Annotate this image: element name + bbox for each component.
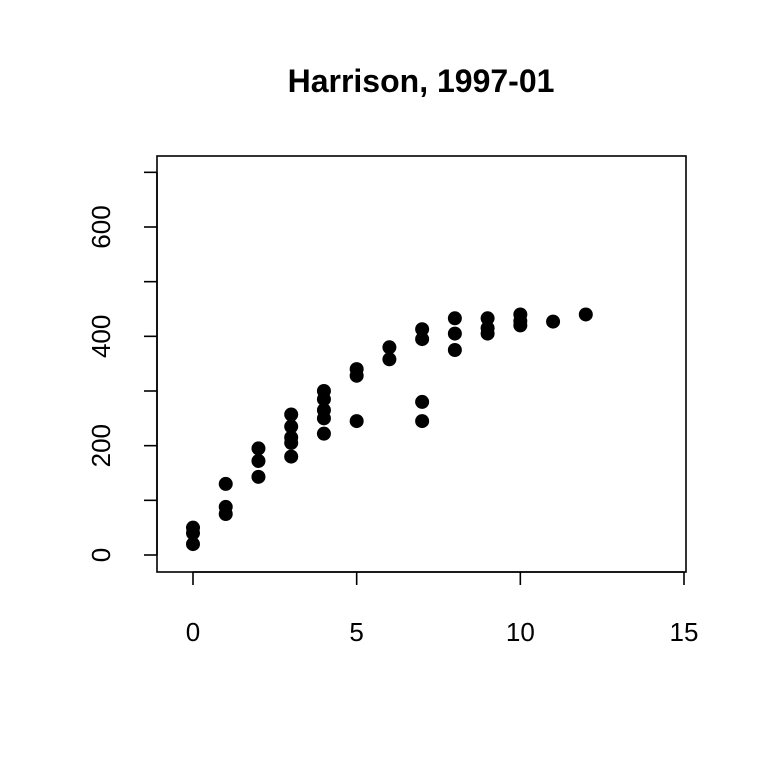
data-point	[415, 414, 430, 429]
data-points	[186, 307, 593, 552]
x-tick-label: 10	[506, 617, 535, 647]
x-axis: 0 5 10 15	[186, 571, 699, 647]
data-point	[480, 311, 495, 326]
data-point	[284, 407, 299, 422]
data-point	[349, 362, 364, 377]
data-point	[382, 340, 397, 355]
data-point	[218, 476, 233, 491]
data-point	[316, 384, 331, 398]
y-axis: 0 200 400 600	[86, 171, 158, 562]
y-tick-label: 0	[86, 548, 116, 562]
data-point	[447, 343, 462, 357]
data-point	[186, 537, 200, 552]
x-tick-label: 0	[186, 617, 200, 647]
data-point	[218, 499, 233, 514]
chart-title: Harrison, 1997-01	[288, 63, 555, 99]
data-point	[284, 419, 299, 434]
data-point	[578, 307, 593, 322]
data-point	[546, 314, 561, 329]
data-point	[251, 441, 266, 456]
y-tick-label: 600	[86, 205, 116, 248]
data-point	[284, 449, 299, 464]
data-point	[251, 469, 266, 484]
data-point	[415, 394, 430, 409]
data-point	[447, 326, 462, 341]
y-tick-label: 200	[86, 424, 116, 467]
x-tick-label: 15	[670, 617, 699, 647]
data-point	[415, 322, 430, 337]
data-point	[349, 414, 364, 429]
plot-area-frame	[156, 155, 687, 573]
data-point	[316, 426, 331, 441]
y-tick-label: 400	[86, 315, 116, 358]
data-point	[382, 352, 397, 367]
data-point	[480, 321, 495, 336]
data-point	[284, 430, 299, 445]
data-point	[513, 307, 528, 322]
data-point	[186, 520, 200, 535]
data-point	[415, 332, 430, 347]
data-point	[251, 453, 266, 468]
x-tick-label: 5	[349, 617, 363, 647]
data-point	[447, 311, 462, 326]
data-point	[316, 403, 331, 418]
